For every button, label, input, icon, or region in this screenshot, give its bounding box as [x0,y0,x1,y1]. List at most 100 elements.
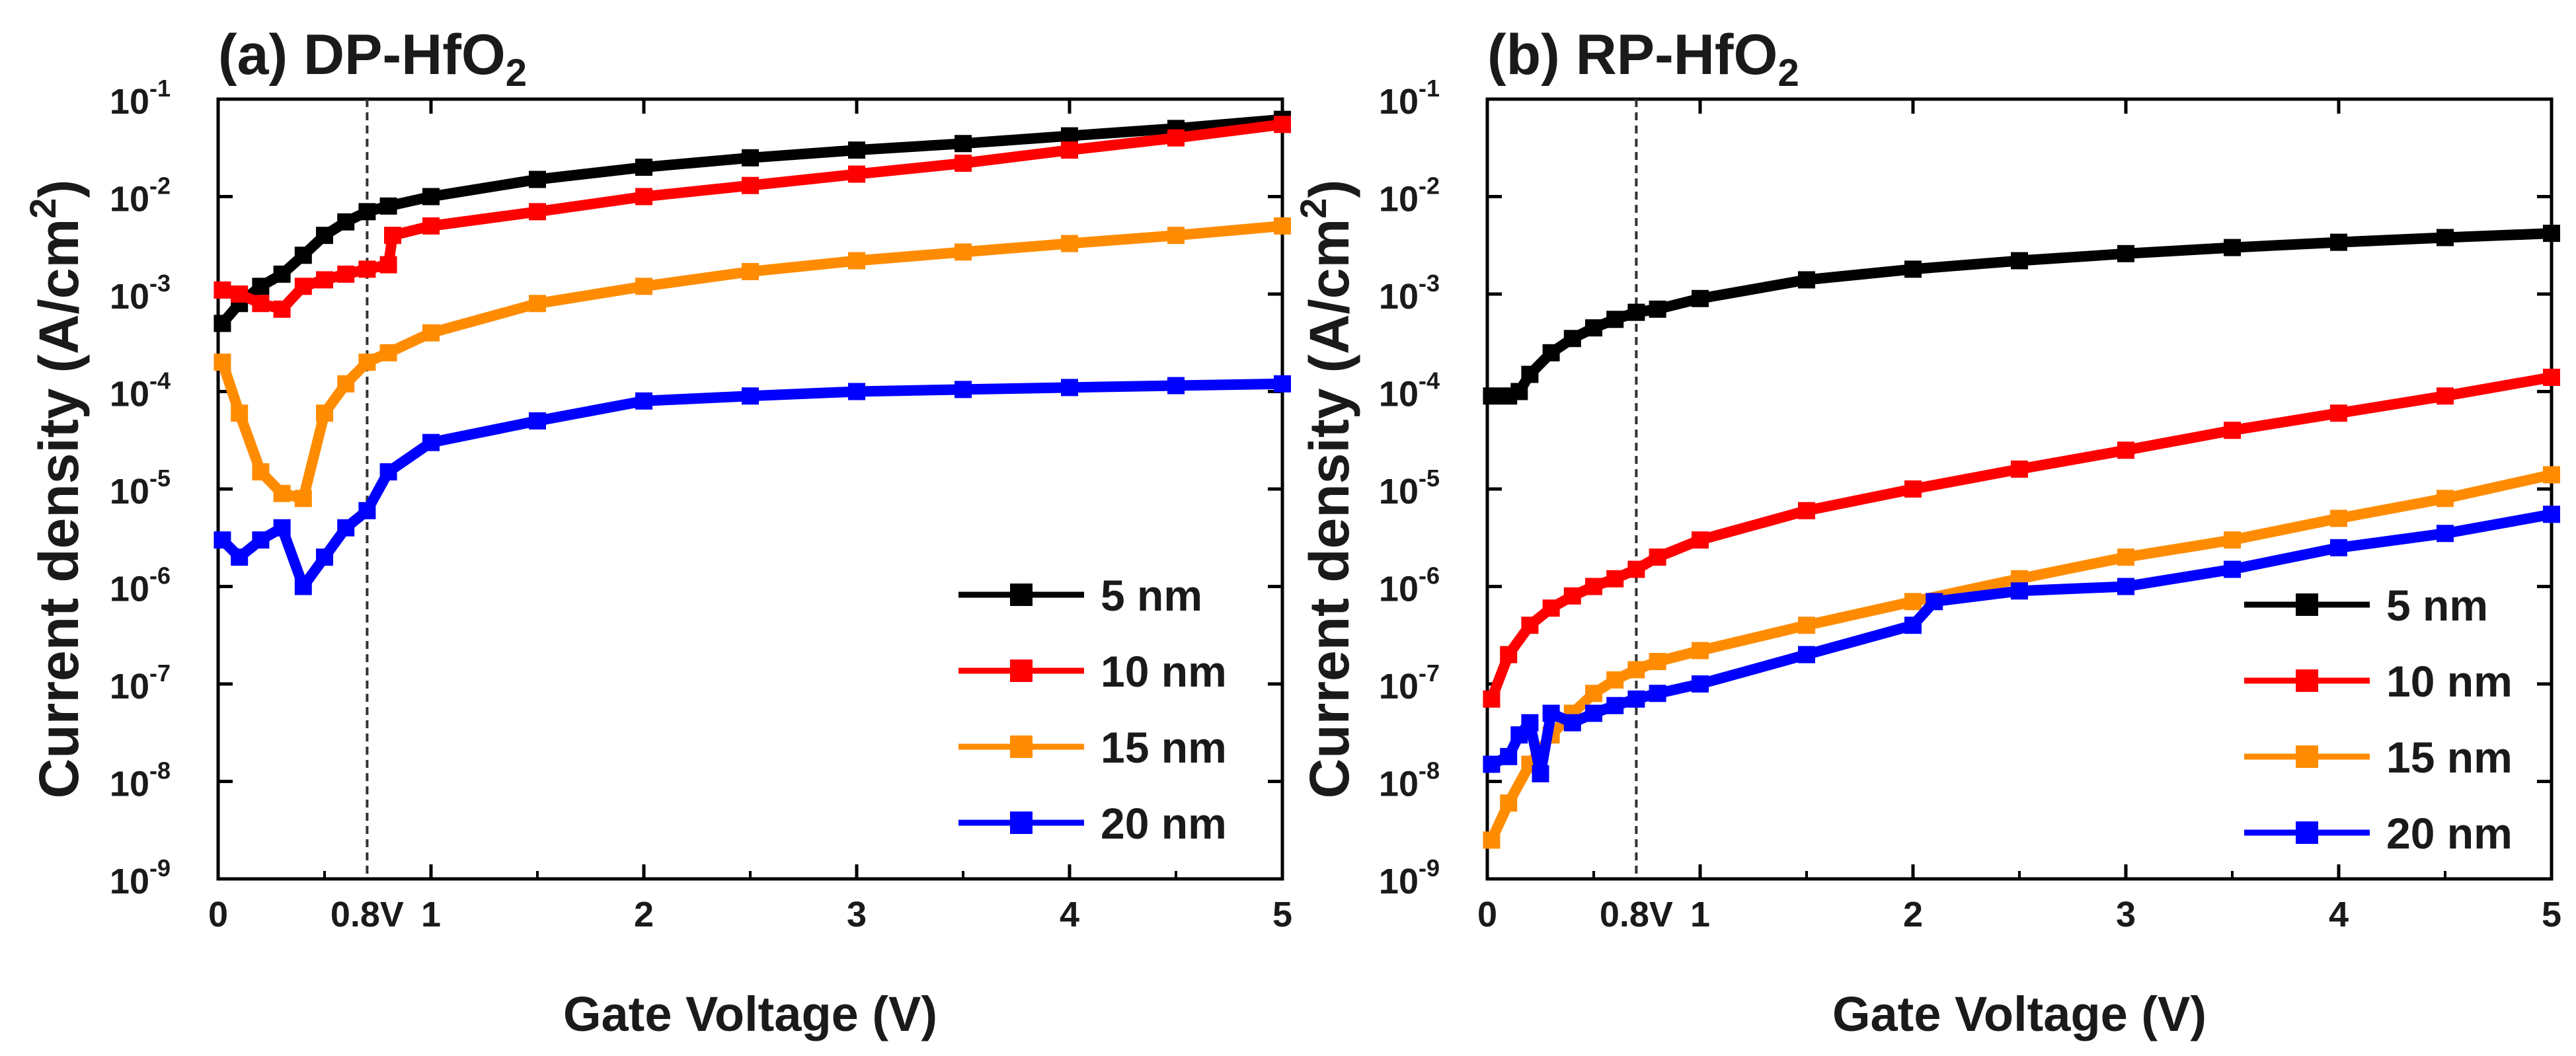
y-axis-label-text: Current density (A/cm [28,219,90,799]
data-point [231,404,249,422]
y-tick-exponent: -4 [1419,367,1440,395]
data-point [2330,509,2347,527]
data-point [955,381,972,398]
data-point [2437,525,2454,543]
data-point [2543,368,2560,386]
data-point [214,281,231,299]
data-point [2437,387,2454,405]
x-axis-label: Gate Voltage (V) [563,987,937,1041]
legend-swatch-marker [1010,584,1033,606]
data-point [2224,560,2241,578]
data-point [1692,531,1709,549]
data-point [1585,685,1602,702]
data-point [252,463,270,481]
data-point [1649,685,1666,702]
data-point [379,463,397,481]
data-point [1904,617,1922,634]
data-point [529,295,546,313]
data-point [337,519,355,537]
y-tick-base: 10 [110,862,149,901]
data-point [1904,480,1922,498]
data-point [358,203,376,221]
data-point [1521,365,1539,383]
y-tick-base: 10 [110,765,149,804]
data-point [1274,116,1291,133]
data-point [422,217,440,235]
data-point [252,295,270,313]
y-tick-base: 10 [1379,472,1419,511]
legend-swatch-marker [1010,735,1033,758]
y-tick-label: 10-5 [1379,465,1440,511]
panel-title: (b) RP-HfO2 [1487,23,1799,94]
data-point [1542,599,1560,617]
x-tick-label: 3 [847,895,867,934]
x-tick-label: 5 [2542,895,2561,934]
data-point [1532,765,1549,782]
data-point [1692,642,1709,660]
series-10-nm [214,116,1291,318]
x-tick-label: 1 [1690,895,1710,934]
data-point [635,188,652,206]
data-point [273,300,291,318]
data-point [1563,330,1581,348]
data-point [2011,252,2028,270]
y-tick-exponent: -6 [1419,562,1440,589]
y-tick-base: 10 [1379,570,1419,609]
data-point [1606,311,1624,328]
y-axis-label-superscript: 2 [22,198,63,219]
data-point [1563,587,1581,605]
data-point [1167,227,1185,245]
data-point [1606,671,1624,689]
y-axis-label-text: Current density (A/cm [1298,219,1360,799]
data-point [294,278,312,295]
data-point [2117,245,2134,262]
legend-item: 5 nm [958,571,1202,620]
data-point [1542,704,1560,722]
data-point [1542,344,1560,361]
legend-item: 10 nm [958,647,1227,696]
y-tick-base: 10 [110,277,149,317]
data-point [1500,747,1518,765]
data-point [1521,617,1539,634]
data-point [529,203,546,221]
legend-swatch-marker [1010,660,1033,682]
data-point [848,165,865,183]
data-point [2437,229,2454,246]
y-tick-exponent: -9 [149,854,171,882]
legend-label: 20 nm [1101,799,1227,848]
legend-item: 20 nm [2244,809,2513,858]
y-tick-exponent: -1 [1419,75,1440,102]
data-point [379,256,397,274]
data-point [316,548,333,566]
y-tick-label: 10-9 [110,854,171,901]
data-point [2543,506,2560,523]
data-point [1500,794,1518,812]
panel-b: 0 1 2 3 4 510-910-810-710-610-510-410-310-210… [1292,23,2561,1041]
data-point [2011,582,2028,600]
data-point [1606,697,1624,714]
y-tick-exponent: -3 [1419,270,1440,297]
y-tick-exponent: -2 [1419,172,1440,200]
legend-item: 10 nm [2244,657,2513,706]
y-tick-base: 10 [1379,375,1419,414]
data-point [635,278,652,295]
x-tick-label: 2 [634,895,654,934]
data-point [316,404,333,422]
series-5-nm [214,110,1291,332]
data-point [2117,548,2134,566]
y-tick-label: 10-7 [110,660,171,706]
data-point [422,188,440,206]
y-tick-label: 10-1 [110,75,171,122]
data-point [742,176,759,194]
data-point [384,227,402,245]
y-tick-label: 10-1 [1379,75,1440,122]
data-point [337,375,355,393]
panel-a: 0 1 2 3 4 510-910-810-710-610-510-410-310-210… [22,23,1292,1041]
x-tick-label: 0 [1477,895,1497,934]
panel-title: (a) DP-HfO2 [218,23,527,94]
data-point [214,354,231,371]
data-point [2011,460,2028,478]
series-5-nm [1483,225,2560,405]
series-10-nm [1483,368,2560,708]
data-point [1798,271,1815,289]
